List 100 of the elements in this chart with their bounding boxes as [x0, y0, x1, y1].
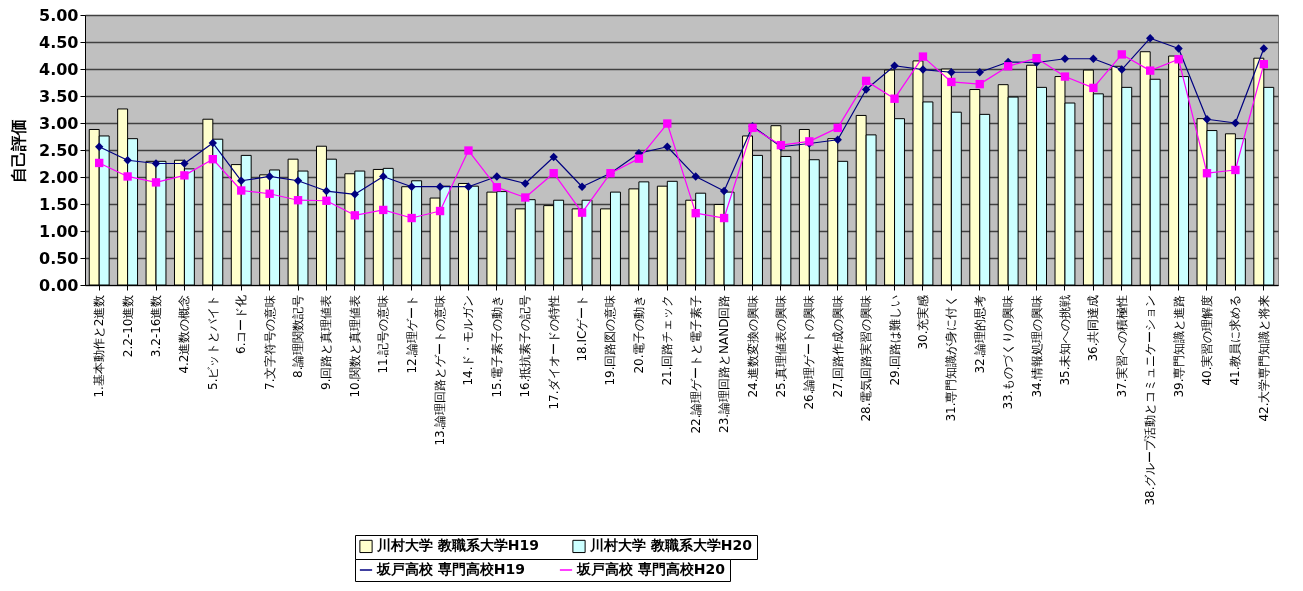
- point: [1174, 55, 1183, 64]
- point: [1089, 54, 1098, 63]
- point: [464, 146, 473, 155]
- point: [521, 179, 530, 188]
- x-tick-label: 41.教員に求める: [1228, 294, 1243, 386]
- point: [492, 172, 502, 181]
- point: [691, 209, 700, 218]
- x-tick-label: 39.専門知識と進路: [1171, 294, 1186, 398]
- x-tick-label: 31.専門知識が身に付く: [944, 294, 959, 422]
- x-tick-label: 28.電気回路実習の興味: [859, 294, 874, 422]
- point: [918, 65, 928, 74]
- x-tick-label: 33.ものづくりの興味: [1001, 294, 1016, 410]
- x-tick-label: 8.論理関数記号: [291, 294, 306, 378]
- point: [521, 193, 530, 202]
- point: [293, 196, 303, 205]
- point: [833, 135, 842, 144]
- point: [180, 159, 189, 168]
- x-tick-label: 29.回路は難しい: [887, 294, 902, 386]
- point: [123, 156, 132, 165]
- point: [719, 213, 729, 223]
- point: [549, 152, 558, 162]
- point: [435, 206, 445, 216]
- point: [549, 169, 558, 178]
- y-tick-label: 0.00: [39, 275, 79, 295]
- y-axis-title: 自己評価: [9, 118, 29, 183]
- legend-label: 坂戸高校 専門高校H19: [376, 561, 526, 577]
- x-tick-label: 30.充実感: [915, 294, 930, 350]
- point: [407, 213, 416, 223]
- x-tick-label: 3.2-16進数: [149, 294, 164, 358]
- point: [1089, 83, 1098, 93]
- point: [1060, 72, 1070, 81]
- x-tick-label: 4.2進数の概念: [177, 294, 192, 374]
- point: [208, 155, 218, 164]
- point: [123, 172, 132, 181]
- y-tick-label: 3.00: [39, 113, 79, 133]
- point: [293, 176, 303, 185]
- x-tick-label: 18.ICゲート: [575, 294, 590, 362]
- x-tick-label: 1.基本動作と2進数: [92, 294, 107, 398]
- legend-label: 川村大学 教職系大学H20: [589, 537, 753, 554]
- x-tick-label: 27.回路作成の興味: [830, 294, 845, 398]
- x-tick-label: 32.論理的思考: [972, 294, 987, 374]
- x-tick-label: 40.実習の理解度: [1199, 294, 1214, 386]
- point: [861, 85, 871, 94]
- x-tick-label: 19.回路図の意味: [603, 294, 618, 386]
- y-tick-label: 5.00: [39, 5, 79, 25]
- legend-label: 坂戸高校 専門高校H20: [576, 561, 726, 577]
- point: [265, 172, 274, 181]
- point: [1117, 50, 1126, 59]
- x-tick-label: 10.関数と真理値表: [347, 294, 362, 398]
- x-tick-label: 24.進数変換の興味: [745, 294, 760, 398]
- point: [577, 182, 587, 191]
- x-tick-label: 42.大学専門知識と将来: [1256, 294, 1271, 422]
- x-tick-label: 21.回路チェック: [660, 294, 675, 386]
- x-tick-label: 23.論理回路とNAND回路: [717, 294, 732, 433]
- point: [379, 205, 388, 215]
- point: [577, 208, 587, 217]
- point: [975, 68, 984, 77]
- legend-label: 川村大学 教職系大学H19: [376, 537, 540, 554]
- point: [151, 159, 161, 168]
- point: [350, 211, 360, 220]
- x-tick-label: 16.抵抗素子の記号: [518, 294, 533, 398]
- x-tick-label: 9.回路と真理値表: [319, 294, 334, 390]
- point: [1202, 169, 1212, 178]
- point: [1146, 66, 1155, 75]
- point: [492, 183, 502, 192]
- point: [322, 196, 331, 205]
- x-tick-label: 17.ダイオードの特性: [546, 294, 561, 410]
- x-tick-label: 35.未知への挑戦: [1057, 294, 1072, 386]
- x-tick-label: 2.2-10進数: [120, 294, 135, 358]
- y-tick-label: 2.00: [39, 167, 79, 187]
- point: [1060, 54, 1070, 63]
- x-tick-label: 6.コード化: [234, 294, 249, 354]
- y-tick-label: 3.50: [39, 86, 79, 106]
- point: [890, 61, 899, 70]
- point: [1202, 115, 1212, 124]
- y-tick-label: 0.50: [39, 248, 79, 268]
- x-tick-label: 34.情報処理の興味: [1029, 294, 1044, 398]
- point: [208, 138, 217, 148]
- x-tick-label: 20.電子の動き: [631, 294, 646, 374]
- point: [890, 94, 899, 103]
- point: [861, 76, 871, 86]
- point: [663, 142, 672, 151]
- point: [634, 154, 644, 163]
- point: [1259, 59, 1268, 69]
- x-tick-label: 38.グループ活動とコミュニケーション: [1143, 294, 1158, 506]
- point: [947, 77, 956, 87]
- x-tick-label: 25.真理値表の興味: [773, 294, 788, 398]
- x-tick-label: 26.論理ゲートの興味: [802, 294, 817, 410]
- point: [180, 171, 189, 180]
- point: [435, 182, 445, 191]
- point: [1231, 118, 1240, 128]
- x-tick-label: 37.実習への積極性: [1114, 294, 1129, 398]
- x-tick-label: 13.論理回路とゲートの意味: [433, 294, 448, 446]
- x-tick-label: 36.共同達成: [1086, 294, 1101, 362]
- point: [379, 172, 388, 181]
- x-tick-label: 11.記号の意味: [376, 294, 391, 374]
- point: [691, 172, 700, 181]
- y-tick-label: 1.00: [39, 221, 79, 241]
- point: [464, 182, 473, 191]
- point: [975, 79, 984, 89]
